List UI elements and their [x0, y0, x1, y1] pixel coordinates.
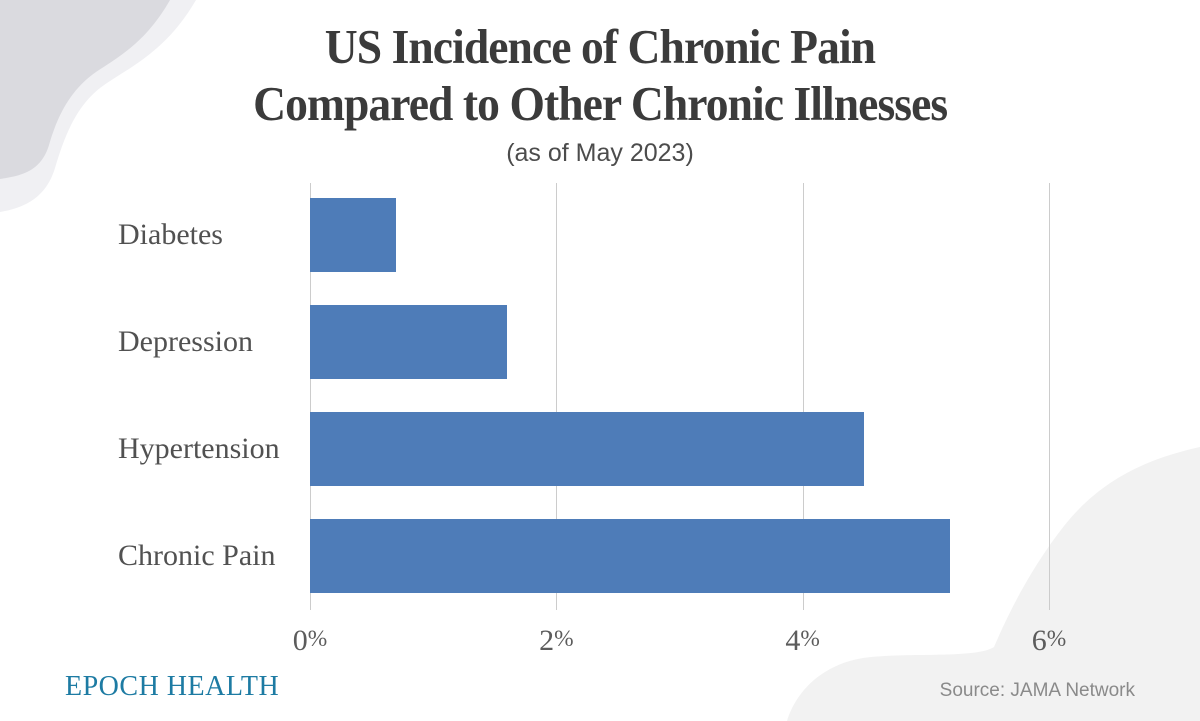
x-tick-label: 2% — [539, 624, 574, 657]
x-tick-label: 6% — [1031, 624, 1067, 657]
category-label: Depression — [118, 325, 253, 358]
plot-area: 0% 2% 4% 6% Diabetes Depression Hypertension Ch… — [118, 183, 1066, 657]
bar-depression — [310, 305, 508, 379]
gridline — [802, 183, 804, 610]
chart-header: US Incidence of Chronic Pain Compared to… — [0, 18, 1200, 168]
x-tick-label: 4% — [785, 624, 820, 657]
brand-logo: EPOCH HEALTH — [65, 671, 280, 702]
chart-subtitle: (as of May 2023) — [506, 139, 694, 167]
category-label: Diabetes — [118, 218, 223, 251]
category-label: Chronic Pain — [118, 539, 276, 572]
x-tick-label: 0% — [292, 624, 328, 657]
bar-diabetes — [310, 198, 397, 272]
gridline — [556, 183, 558, 610]
chart-title: US Incidence of Chronic Pain Compared to… — [0, 18, 1200, 132]
bar-hypertension — [310, 412, 865, 486]
chart-title-line-1: US Incidence of Chronic Pain — [324, 19, 876, 74]
category-label: Hypertension — [118, 432, 280, 465]
gridline — [310, 183, 311, 610]
bar-chronic-pain — [310, 519, 951, 593]
gridline — [1049, 183, 1050, 610]
source-credit: Source: JAMA Network — [939, 680, 1135, 701]
chart-title-line-2: Compared to Other Chronic Illnesses — [252, 76, 948, 131]
